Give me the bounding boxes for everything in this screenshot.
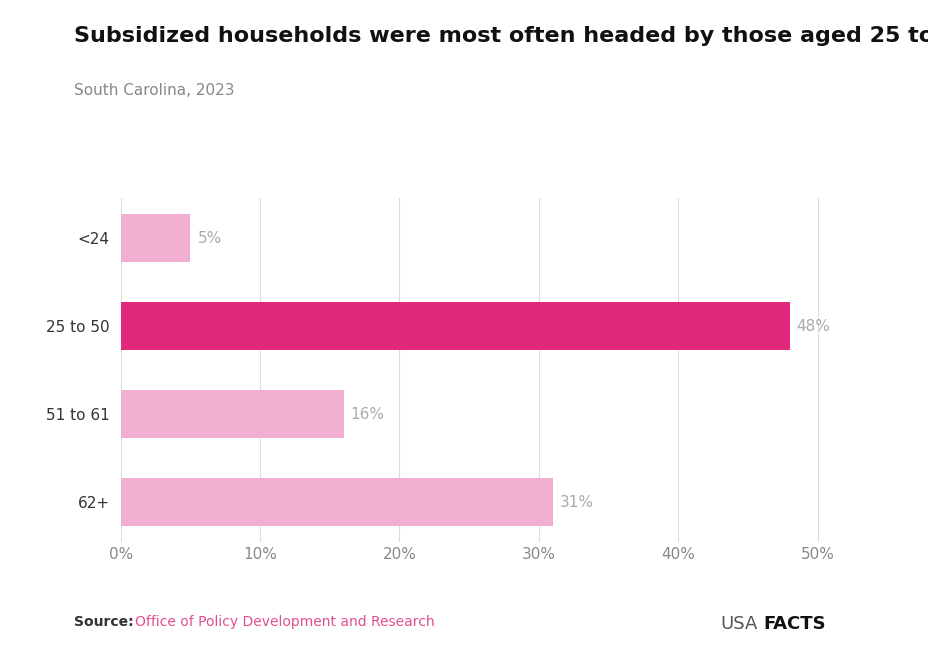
- Text: FACTS: FACTS: [763, 615, 825, 633]
- Text: USA: USA: [719, 615, 756, 633]
- Text: 48%: 48%: [796, 319, 830, 334]
- Bar: [121, 478, 552, 526]
- Text: South Carolina, 2023: South Carolina, 2023: [74, 83, 235, 98]
- Text: 16%: 16%: [351, 407, 384, 422]
- Text: 5%: 5%: [198, 231, 222, 246]
- Text: Subsidized households were most often headed by those aged 25 to 50.: Subsidized households were most often he…: [74, 26, 928, 46]
- Bar: [121, 390, 343, 438]
- Bar: [121, 214, 190, 262]
- Text: 31%: 31%: [559, 494, 593, 510]
- Bar: [121, 302, 789, 350]
- Text: Office of Policy Development and Research: Office of Policy Development and Researc…: [135, 615, 434, 629]
- Text: Source:: Source:: [74, 615, 134, 629]
